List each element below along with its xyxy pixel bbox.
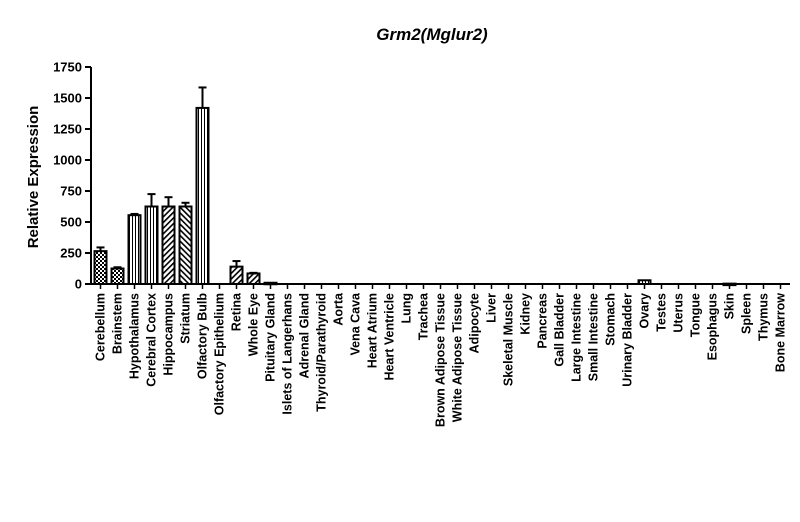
x-axis: Cerebellum Brainstem Hypothalamus Cerebral … — [90, 283, 790, 427]
x-tick-label: Hippocampus — [162, 293, 176, 376]
y-tick-label: 1500 — [53, 91, 82, 106]
bar — [246, 272, 261, 285]
x-tick-label: Gall Bladder — [553, 293, 567, 367]
x-tick-label: Trachea — [417, 292, 431, 340]
x-tick-label: Thyroid/Parathyroid — [315, 293, 329, 412]
y-tick-label: 1750 — [53, 60, 82, 75]
y-axis-label: Relative Expression — [25, 106, 42, 249]
x-tick-label: White Adipose Tissue — [451, 293, 465, 422]
x-tick-label: Olfactory Bulb — [196, 293, 210, 379]
x-tick-label: Adipocyte — [468, 293, 482, 353]
y-tick-label: 0 — [75, 277, 82, 292]
x-tick-label: Vena Cava — [349, 292, 363, 356]
bar — [195, 106, 210, 285]
y-tick-label: 250 — [60, 246, 82, 261]
x-tick-label: Lung — [400, 293, 414, 324]
y-tick-label: 500 — [60, 215, 82, 230]
x-tick-label: Kidney — [519, 293, 533, 335]
y-tick-label: 1250 — [53, 122, 82, 137]
x-tick-label: Thymus — [757, 293, 771, 341]
bar — [127, 214, 142, 285]
y-axis: 0 250 500 750 1000 1250 1500 1750 — [53, 60, 92, 292]
chart-title: Grm2(Mglur2) — [376, 25, 488, 44]
x-tick-label: Striatum — [179, 293, 193, 344]
x-tick-label: Urinary Bladder — [621, 293, 635, 387]
bar — [161, 205, 176, 285]
bar — [93, 250, 108, 285]
y-tick-label: 750 — [60, 184, 82, 199]
x-tick-label: Skin — [723, 293, 737, 319]
bar — [144, 205, 159, 285]
x-tick-label: Cerebellum — [94, 293, 108, 361]
y-tick-label: 1000 — [53, 153, 82, 168]
x-tick-label: Aorta — [332, 292, 346, 326]
x-tick-label: Large Intestine — [570, 293, 584, 382]
x-tick-label: Tongue — [689, 293, 703, 337]
x-tick-label: Pancreas — [536, 293, 550, 349]
bars — [93, 86, 737, 287]
bar — [178, 205, 193, 285]
x-tick-label: Liver — [485, 293, 499, 323]
x-tick-label: Whole Eye — [247, 293, 261, 356]
x-tick-label: Uterus — [672, 293, 686, 333]
x-tick-label: Bone Marrow — [774, 293, 788, 372]
x-tick-label: Retina — [230, 292, 244, 331]
x-tick-label: Hypothalamus — [128, 293, 142, 379]
x-tick-label: Olfactory Epithelium — [213, 293, 227, 415]
x-tick-label: Stomach — [604, 293, 618, 346]
x-tick-label: Ovary — [638, 293, 652, 328]
x-tick-label: Small Intestine — [587, 293, 601, 381]
x-tick-label: Brown Adipose Tissue — [434, 293, 448, 427]
x-tick-label: Pituitary Gland — [264, 293, 278, 382]
x-tick-label: Brainstem — [111, 293, 125, 354]
x-tick-label: Adrenal Gland — [298, 293, 312, 378]
x-tick-label: Islets of Langerhans — [281, 293, 295, 415]
x-tick-label: Testes — [655, 293, 669, 332]
x-tick-label: Spleen — [740, 293, 754, 334]
x-tick-label: Heart Atrium — [366, 293, 380, 368]
bar — [229, 265, 244, 286]
x-tick-label: Esophagus — [706, 293, 720, 360]
x-tick-label: Skeletal Muscle — [502, 293, 516, 386]
x-tick-label: Heart Ventricle — [383, 293, 397, 381]
x-tick-label: Cerebral Cortex — [145, 293, 159, 387]
bar — [110, 267, 125, 285]
